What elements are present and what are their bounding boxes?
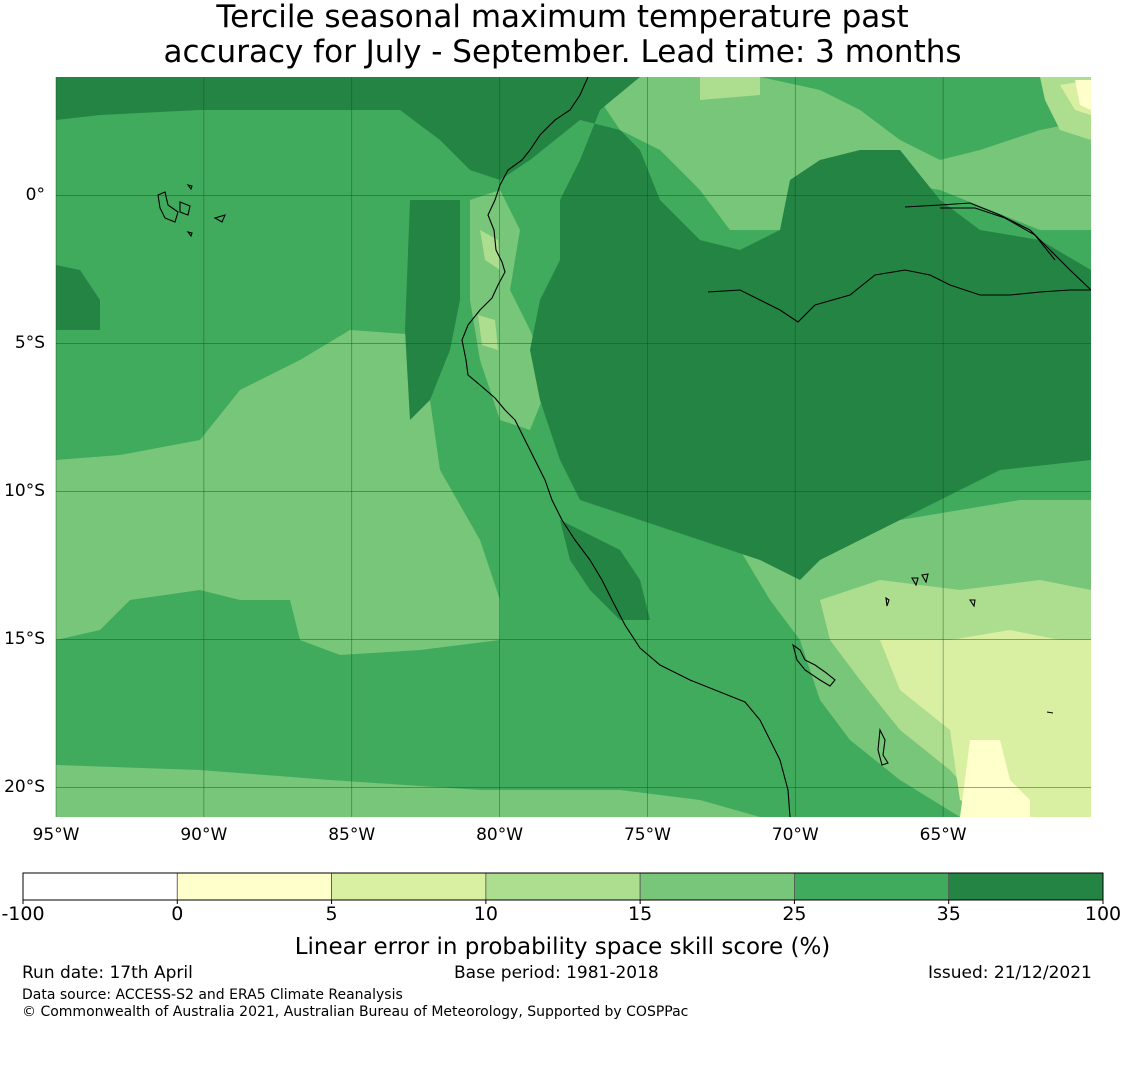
skill-region-5-10 bbox=[880, 630, 1091, 817]
colorbar-tick-label: 0 bbox=[171, 903, 184, 925]
colorbar-segment bbox=[794, 872, 950, 901]
latitude-tick-label: 10°S bbox=[4, 481, 45, 502]
map-title-line-2: accuracy for July - September. Lead time… bbox=[163, 34, 962, 70]
longitude-tick-label: 85°W bbox=[328, 825, 376, 845]
colorbar-segment bbox=[948, 872, 1104, 901]
colorbar-segment bbox=[639, 872, 795, 901]
colorbar-segment bbox=[176, 872, 332, 901]
gridlines bbox=[55, 77, 1091, 817]
colorbar-tick-label: 15 bbox=[628, 903, 653, 925]
longitude-tick-label: 65°W bbox=[919, 825, 967, 845]
longitude-tick-label: 70°W bbox=[771, 825, 819, 845]
colorbar-tick-label: 10 bbox=[473, 903, 498, 925]
colorbar-tick-label: 25 bbox=[782, 903, 807, 925]
colorbar-label: Linear error in probability space skill … bbox=[294, 934, 831, 960]
colorbar-tick-label: 100 bbox=[1084, 903, 1122, 925]
latitude-tick-label: 20°S bbox=[4, 777, 45, 798]
coastline-maranon-river bbox=[707, 269, 1091, 323]
colorbar bbox=[22, 872, 1104, 904]
skill-region-15-25 bbox=[56, 765, 760, 817]
colorbar-frame bbox=[22, 872, 1104, 901]
skill-region-35-100 bbox=[56, 265, 100, 330]
colorbar-segment bbox=[485, 872, 641, 901]
map-title-line-1: Tercile seasonal maximum temperature pas… bbox=[216, 0, 909, 35]
latitude-tick-label: 5°S bbox=[14, 333, 45, 354]
colorbar-segment bbox=[331, 872, 487, 901]
skill-region-35-100 bbox=[56, 77, 1091, 580]
colorbar-segment bbox=[22, 872, 178, 901]
run-date: Run date: 17th April bbox=[22, 963, 193, 983]
coastline-galapagos bbox=[157, 184, 226, 238]
issued-date: Issued: 21/12/2021 bbox=[928, 963, 1092, 983]
data-source: Data source: ACCESS-S2 and ERA5 Climate … bbox=[22, 987, 403, 1003]
skill-region-35-100 bbox=[405, 200, 460, 420]
skill-region-0-5 bbox=[960, 740, 1030, 817]
longitude-tick-label: 80°W bbox=[476, 825, 524, 845]
copyright-notice: © Commonwealth of Australia 2021, Austra… bbox=[22, 1004, 689, 1020]
skill-region-10-15 bbox=[478, 230, 500, 350]
longitude-tick-label: 95°W bbox=[32, 825, 80, 845]
coastline-south-america-west bbox=[461, 77, 791, 817]
latitude-tick-label: 15°S bbox=[4, 629, 45, 650]
longitude-tick-label: 75°W bbox=[623, 825, 671, 845]
skill-region-35-100 bbox=[560, 520, 650, 620]
coastline-inland-lakes bbox=[877, 573, 1054, 766]
coastline-lake-titicaca bbox=[792, 643, 836, 687]
skill-region-15-25 bbox=[56, 330, 500, 655]
latitude-tick-label: 0° bbox=[25, 185, 45, 206]
skill-region-0-5 bbox=[1075, 80, 1091, 110]
colorbar-tick-label: -100 bbox=[1, 903, 45, 925]
coastlines bbox=[157, 77, 1091, 817]
skill-region-10-15 bbox=[700, 77, 760, 100]
coastline-amazon-river bbox=[940, 207, 1056, 261]
skill-region-15-25 bbox=[600, 77, 1091, 230]
colorbar-tick-label: 35 bbox=[936, 903, 961, 925]
coastline-amazon-river bbox=[904, 202, 1091, 291]
longitude-tick-label: 90°W bbox=[180, 825, 228, 845]
base-period: Base period: 1981-2018 bbox=[454, 963, 659, 983]
colorbar-tick-label: 5 bbox=[325, 903, 338, 925]
map-field bbox=[56, 77, 1091, 817]
